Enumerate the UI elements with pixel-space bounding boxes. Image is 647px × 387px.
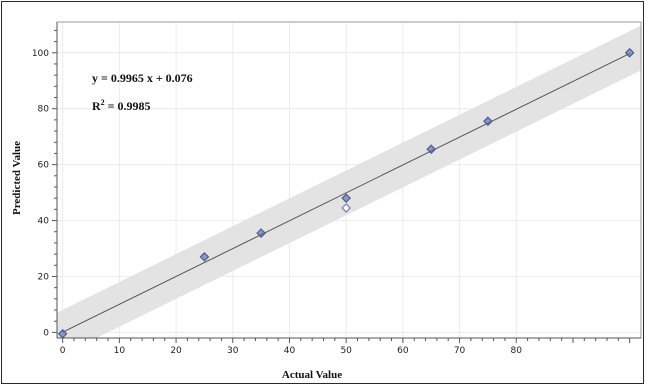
x-axis: 0 10 20 30 40 50 60 70 80 — [57, 337, 641, 356]
y-tick-label: 80 — [38, 105, 50, 115]
y-tick-label: 40 — [38, 217, 50, 227]
regression-equation: y = 0.9965 x + 0.076 — [92, 71, 193, 85]
data-point — [199, 252, 210, 262]
data-point — [341, 203, 352, 213]
y-axis-title: Predicted Value — [11, 141, 23, 215]
data-point — [57, 328, 68, 339]
y-tick-label: 20 — [38, 272, 50, 282]
x-axis-title: Actual Value — [282, 369, 342, 381]
r-squared-superscript: 2 — [101, 98, 105, 107]
y-tick-label: 0 — [43, 328, 49, 338]
regression-line — [62, 53, 630, 333]
r-squared-prefix: R — [92, 99, 101, 113]
data-point — [341, 193, 352, 204]
r-squared-value: = 0.9985 — [105, 99, 151, 113]
x-tick-label: 10 — [114, 346, 126, 356]
data-point — [624, 47, 635, 58]
data-points — [57, 47, 635, 339]
y-tick-label: 60 — [38, 161, 50, 171]
x-tick-label: 70 — [454, 346, 466, 356]
fit-line — [62, 53, 630, 333]
data-point — [483, 116, 493, 127]
y-axis: 0 20 40 60 80 100 — [32, 22, 58, 338]
x-tick-label: 0 — [60, 346, 66, 356]
x-tick-label: 80 — [511, 346, 523, 356]
x-tick-label: 60 — [397, 346, 409, 356]
x-tick-label: 50 — [340, 346, 352, 356]
data-point — [426, 144, 437, 155]
x-tick-label: 20 — [170, 346, 182, 356]
y-tick-label: 100 — [32, 49, 49, 59]
x-tick-label: 30 — [227, 346, 239, 356]
x-tick-label: 40 — [284, 346, 296, 356]
data-point — [256, 228, 266, 238]
r-squared-label: R2 = 0.9985 — [92, 98, 151, 113]
